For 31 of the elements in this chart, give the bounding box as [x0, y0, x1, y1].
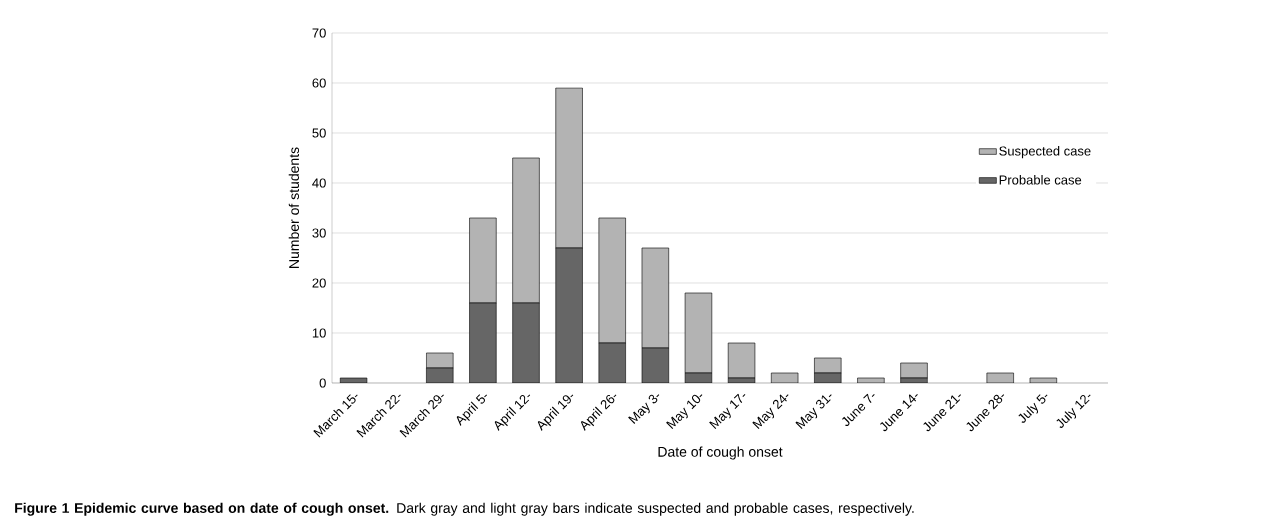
- x-tick-label: May 3-: [628, 394, 660, 424]
- bar: [641, 247, 670, 349]
- y-tick-label: 10: [312, 328, 326, 338]
- bar: [555, 87, 583, 249]
- y-tick-label: 50: [312, 128, 326, 138]
- bar: [512, 157, 540, 304]
- x-tick-label: May 17-: [709, 393, 746, 429]
- y-tick-label: 60: [312, 78, 326, 88]
- bar: [469, 217, 497, 304]
- x-axis-title: Date of cough onset: [658, 446, 783, 460]
- y-tick-label: 70: [312, 28, 326, 38]
- bar: [684, 292, 713, 374]
- legend-label: Probable case: [999, 174, 1082, 185]
- legend-label: Suspected case: [999, 146, 1091, 159]
- x-tick-label: July 5-: [1018, 394, 1048, 423]
- x-tick-label: May 31-: [795, 394, 832, 429]
- x-tick-label: May 10-: [666, 394, 703, 429]
- bar: [555, 247, 583, 383]
- y-tick-label: 30: [312, 228, 326, 238]
- y-tick-label: 40: [312, 178, 326, 188]
- y-axis-title: Number of students: [288, 147, 300, 268]
- y-tick-label: 0: [319, 378, 326, 388]
- bar: [512, 302, 540, 383]
- x-tick-label: July 12-: [1056, 394, 1091, 428]
- x-tick-label: May 24-: [752, 394, 789, 429]
- x-tick-label: June 14-: [880, 394, 918, 432]
- x-tick-label: June 21-: [923, 394, 962, 432]
- text: Figure 1 Epidemic curve based on date of cough onset. Dark gray and light gray bars indicate suspected and probable cases, respectively.: [15, 502, 914, 516]
- bar: [469, 302, 497, 383]
- bar: [598, 217, 626, 344]
- y-tick-label: 20: [312, 278, 326, 288]
